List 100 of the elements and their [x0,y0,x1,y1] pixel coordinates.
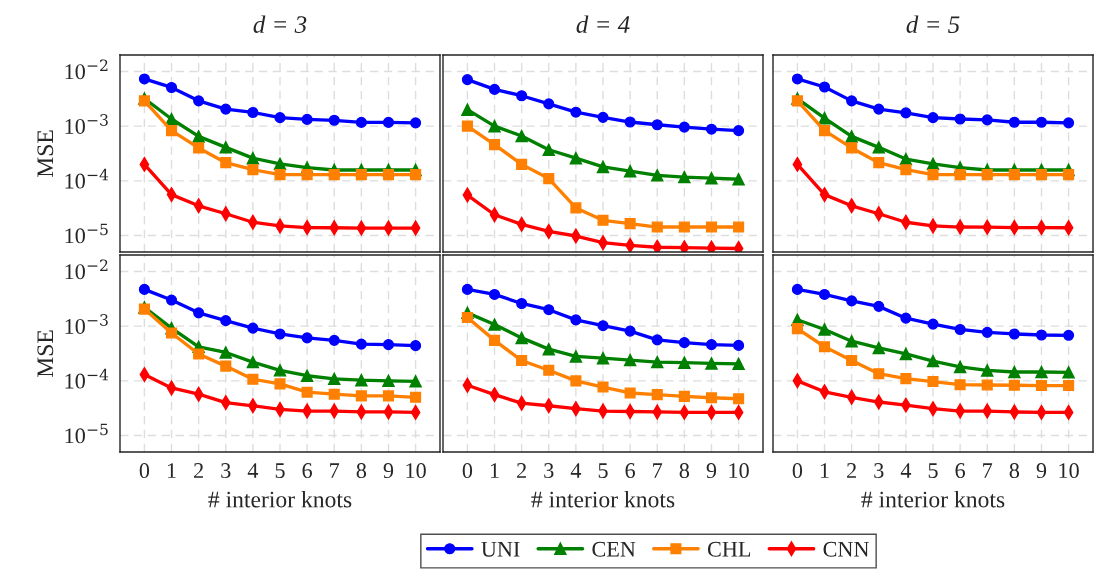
y-axis-title: MSE [37,330,54,378]
point [927,376,939,388]
x-tick-label: 5 [275,463,285,479]
point [570,106,582,118]
point [873,368,885,380]
point [705,339,718,351]
x-tick-label: 1 [490,463,499,478]
point [624,387,636,399]
chart-title: d = 3 [253,15,307,34]
point [220,315,232,327]
y-axis-title: MSE [37,130,54,178]
point [382,339,395,351]
y-tick-label: 10$^{−4}$ [65,368,109,389]
point [954,379,966,391]
point [138,283,150,295]
point [382,169,395,181]
point [623,164,637,178]
point [1063,117,1075,129]
x-axis-title: # interior knots [861,490,1005,508]
point [165,294,178,306]
point [954,113,966,125]
point [515,331,528,345]
x-tick-label: 10 [1059,463,1079,479]
point [327,372,341,386]
x-tick-label: 1 [820,463,829,478]
x-tick-label: 9 [706,463,717,479]
point [516,354,528,367]
point [515,129,528,143]
point [679,240,690,252]
point [247,373,259,385]
point [652,239,663,252]
legend-label: UNI [481,541,520,557]
point [733,393,745,405]
y-tick-label: 10$^{−3}$ [65,314,108,334]
x-tick-label: 5 [598,463,608,479]
point [274,378,286,390]
point [953,360,967,374]
point [193,307,205,319]
point [818,288,831,301]
point [596,351,610,365]
point [543,304,555,316]
point [328,114,340,126]
x-tick-label: 10 [729,463,749,479]
x-tick-label: 2 [194,463,203,478]
point [410,340,422,352]
point [706,240,717,252]
point [900,373,912,385]
point [650,355,664,369]
point [846,95,858,107]
point [138,73,150,85]
point [1008,365,1021,379]
point [301,332,313,344]
point [461,120,473,132]
x-tick-label: 8 [679,463,690,479]
point [733,221,745,233]
y-tick-label: 10$^{−5}$ [65,423,108,444]
point [954,169,966,181]
point [1008,328,1020,340]
point [516,158,528,170]
point [791,283,803,295]
point [382,374,395,388]
point [1035,169,1048,181]
point [791,323,803,335]
point [382,390,395,402]
x-axis-title: # interior knots [531,490,675,508]
x-tick-label: 0 [462,463,473,479]
y-tick-label: 10$^{−5}$ [65,223,108,244]
point [623,353,637,367]
point [980,364,994,377]
point [165,327,178,339]
point [678,221,690,233]
point [596,160,610,174]
point [900,107,912,119]
x-tick-label: 7 [330,463,340,478]
point [818,341,831,353]
point [981,169,993,181]
point [1062,366,1075,379]
x-tick-label: 5 [928,463,938,479]
point [488,318,501,331]
point [274,169,286,181]
point [846,295,858,307]
point [273,364,287,377]
point [818,81,831,93]
point [220,360,232,372]
point [219,346,233,359]
point [543,364,555,376]
x-tick-label: 10 [406,463,426,479]
point [516,90,528,102]
point [219,141,233,154]
point [678,121,690,133]
point [1035,329,1048,341]
x-tick-label: 3 [544,463,554,479]
point [1035,380,1048,392]
y-tick-label: 10$^{−2}$ [65,59,108,80]
point [981,379,993,391]
point [192,130,205,143]
point [488,83,501,95]
point [328,169,340,181]
x-tick-label: 8 [356,463,367,479]
point [705,357,718,370]
